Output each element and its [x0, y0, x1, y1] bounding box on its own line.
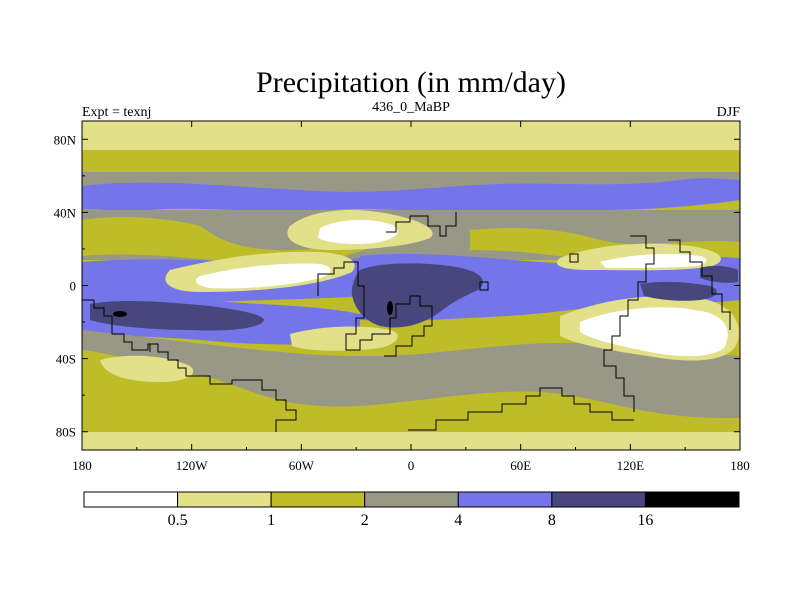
coastline-far-east — [668, 239, 731, 330]
x-tick-label: 120W — [176, 458, 209, 473]
colorbar-swatch — [270, 491, 366, 508]
season-label: DJF — [717, 105, 741, 120]
x-tick-label: 180 — [730, 458, 750, 473]
wet-core-west-pacific — [90, 300, 264, 331]
dry-zone-east-north-core — [600, 254, 707, 268]
coastline-europe — [386, 212, 457, 237]
wet-core-north-east — [700, 265, 738, 283]
coastline-south — [408, 387, 634, 431]
dry-zone-south-west — [290, 326, 398, 351]
y-tick-label: 80S — [56, 425, 76, 440]
colorbar-label: 4 — [454, 512, 462, 529]
coastline-west — [82, 299, 297, 432]
y-tick-label: 40N — [54, 205, 77, 220]
y-axis: 80N 40N 0 40S 80S — [54, 132, 740, 440]
dry-zone-north-pacific-core — [195, 263, 331, 289]
dry-zone-south-pacific — [100, 355, 194, 382]
colorbar-label: 0.5 — [168, 512, 188, 529]
wet-core-east — [640, 281, 717, 301]
colorbar: 0.5 1 2 4 8 16 — [83, 491, 740, 529]
colorbar-swatch — [551, 491, 646, 508]
coastline-east — [603, 235, 655, 412]
colorbar-swatch — [364, 491, 459, 508]
coastlines — [82, 212, 731, 432]
experiment-label: Expt = texnj — [82, 105, 151, 120]
y-tick-label: 80N — [54, 132, 77, 147]
x-tick-label: 60W — [289, 458, 315, 473]
x-tick-label: 0 — [408, 458, 415, 473]
precipitation-field — [82, 121, 740, 450]
colorbar-label: 16 — [637, 512, 653, 529]
colorbar-swatch — [457, 491, 553, 508]
x-tick-label: 60E — [510, 458, 531, 473]
y-tick-label: 40S — [56, 352, 76, 367]
x-axis: 180 120W 60W 0 60E 120E 180 — [72, 121, 750, 473]
age-label: 436_0_MaBP — [372, 100, 450, 115]
band-north-storm — [82, 178, 740, 213]
colorbar-swatch — [644, 491, 740, 508]
chart-title: Precipitation (in mm/day) — [256, 66, 566, 99]
coastline-islands — [149, 253, 579, 352]
wet-max-central — [387, 301, 393, 315]
wet-max-west-pacific — [113, 311, 127, 317]
dry-zone-sahara-core — [318, 219, 398, 245]
wet-core-central — [351, 263, 483, 328]
x-tick-label: 180 — [72, 458, 92, 473]
colorbar-label: 2 — [361, 512, 369, 529]
colorbar-label: 8 — [548, 512, 556, 529]
dry-zone-south-east-core — [580, 307, 728, 357]
colorbar-swatch — [83, 491, 179, 508]
band-antarctic-light — [82, 432, 740, 450]
x-tick-label: 120E — [617, 458, 645, 473]
y-tick-label: 0 — [70, 279, 77, 294]
southern-mid-band — [82, 350, 740, 437]
colorbar-label: 1 — [267, 512, 275, 529]
colorbar-swatch — [177, 491, 272, 508]
coastline-central — [317, 261, 433, 357]
